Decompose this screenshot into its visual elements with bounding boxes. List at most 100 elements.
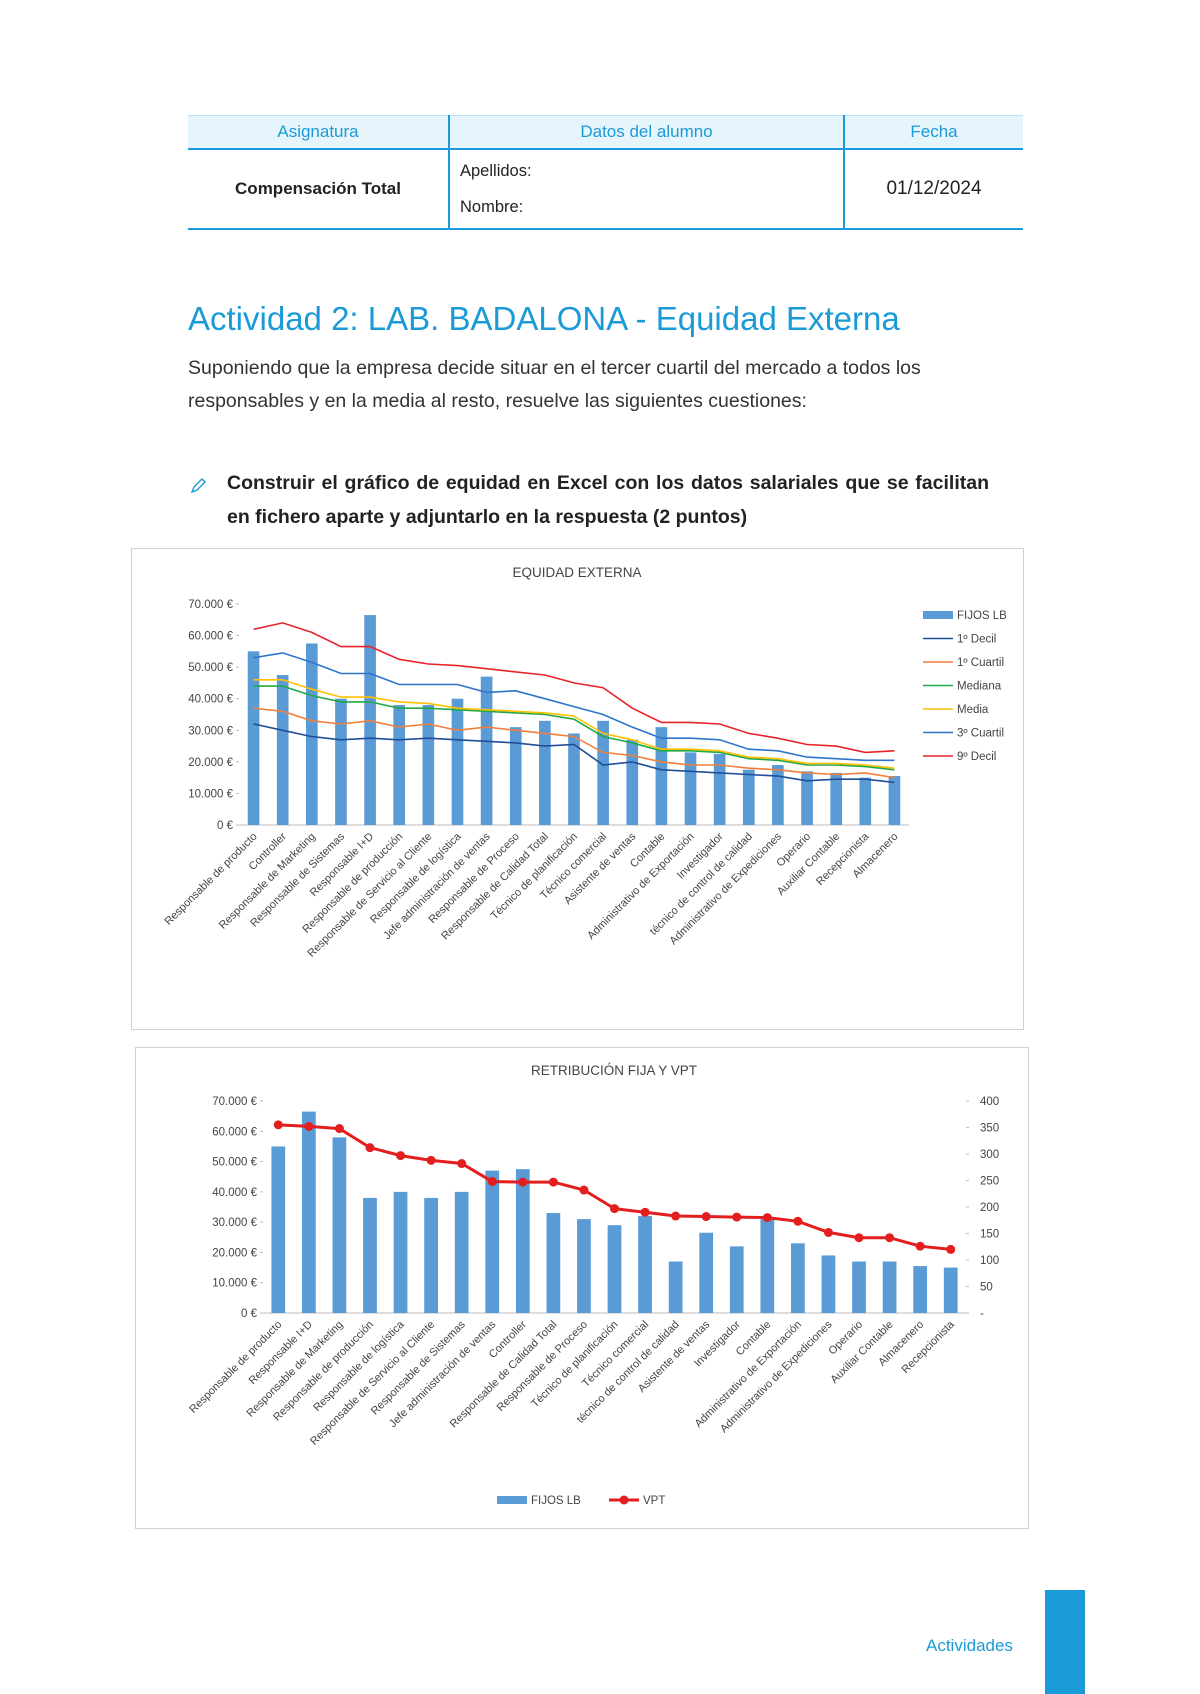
bar bbox=[830, 772, 842, 825]
x-tick-label: Responsable de producto bbox=[163, 831, 260, 928]
point bbox=[518, 1177, 528, 1187]
point bbox=[701, 1212, 711, 1222]
legend-label: FIJOS LB bbox=[531, 1495, 581, 1507]
intro-text: Suponiendo que la empresa decide situar … bbox=[188, 357, 921, 412]
line bbox=[253, 652, 895, 762]
point bbox=[915, 1241, 925, 1251]
chart-title: RETRIBUCIÓN FIJA Y VPT bbox=[531, 1063, 697, 1078]
y-tick-label: 50.000 € bbox=[188, 662, 233, 674]
bar bbox=[332, 1137, 347, 1313]
point bbox=[946, 1244, 956, 1254]
bar bbox=[913, 1266, 928, 1313]
bar bbox=[301, 1111, 316, 1313]
task-text: Construir el gráfico de equidad en Excel… bbox=[227, 472, 989, 528]
legend-label: Media bbox=[957, 704, 989, 716]
bar bbox=[480, 676, 493, 825]
legend-swatch bbox=[497, 1496, 527, 1504]
bar bbox=[485, 1170, 500, 1313]
y-tick-label: 70.000 € bbox=[188, 599, 233, 611]
y-tick-label: 0 € bbox=[217, 820, 234, 832]
bar bbox=[852, 1261, 866, 1313]
line bbox=[253, 685, 895, 771]
column-header: Datos del alumno bbox=[448, 115, 844, 150]
point bbox=[334, 1124, 344, 1134]
bar bbox=[801, 771, 813, 825]
chart-title: EQUIDAD EXTERNA bbox=[512, 565, 641, 580]
y-tick-label: 60.000 € bbox=[188, 631, 233, 643]
point bbox=[671, 1211, 681, 1221]
x-tick-label: Responsable de Calidad Total bbox=[439, 831, 551, 943]
legend-swatch bbox=[619, 1495, 629, 1505]
bar bbox=[791, 1243, 805, 1313]
bar bbox=[859, 777, 872, 825]
subject: Compensación Total bbox=[188, 149, 449, 230]
y-tick-label: 70.000 € bbox=[212, 1096, 257, 1108]
bar bbox=[943, 1267, 958, 1313]
student-field: Apellidos: bbox=[460, 162, 532, 180]
bar bbox=[713, 753, 726, 825]
bar bbox=[607, 1225, 622, 1313]
bar bbox=[515, 1169, 530, 1313]
bar bbox=[597, 720, 609, 825]
bar bbox=[760, 1219, 775, 1313]
point bbox=[793, 1216, 803, 1226]
bar bbox=[276, 675, 289, 825]
column-header: Asignatura bbox=[188, 115, 449, 150]
bar bbox=[454, 1191, 469, 1313]
bar bbox=[539, 720, 551, 825]
bar bbox=[655, 727, 668, 825]
point bbox=[762, 1213, 772, 1223]
y-tick-label: 30.000 € bbox=[188, 725, 233, 737]
y-tick-label: 40.000 € bbox=[188, 694, 233, 706]
y-tick-label: 0 € bbox=[241, 1308, 258, 1320]
point bbox=[854, 1233, 864, 1243]
bar bbox=[546, 1213, 561, 1313]
point bbox=[640, 1207, 650, 1217]
legend-label: 9º Decil bbox=[957, 751, 996, 763]
activity-title: Actividad 2: LAB. BADALONA - Equidad Ext… bbox=[188, 300, 900, 337]
line bbox=[253, 723, 895, 784]
y-tick-label: 10.000 € bbox=[212, 1278, 257, 1290]
bar bbox=[699, 1232, 714, 1313]
point bbox=[732, 1212, 742, 1222]
bar bbox=[393, 1191, 408, 1313]
y-tick-label: 10.000 € bbox=[188, 788, 233, 800]
bar bbox=[247, 651, 260, 825]
bar bbox=[888, 776, 901, 825]
bar bbox=[668, 1261, 683, 1313]
point bbox=[548, 1177, 558, 1187]
legend-label: 1º Decil bbox=[957, 634, 996, 646]
y2-tick-label: 200 bbox=[980, 1202, 999, 1214]
y-tick-label: 30.000 € bbox=[212, 1217, 257, 1229]
bar bbox=[422, 705, 435, 825]
bar bbox=[363, 1197, 377, 1313]
column-header: Fecha bbox=[843, 115, 1023, 150]
bar bbox=[742, 769, 755, 825]
bar bbox=[451, 698, 464, 825]
point bbox=[304, 1121, 314, 1131]
bar bbox=[772, 765, 784, 825]
legend-label: 1º Cuartil bbox=[957, 657, 1004, 669]
bar bbox=[626, 739, 639, 825]
y2-tick-label: 400 bbox=[980, 1096, 999, 1108]
line bbox=[253, 707, 895, 779]
point bbox=[579, 1185, 589, 1195]
point bbox=[885, 1233, 895, 1243]
student-field: Nombre: bbox=[460, 198, 524, 216]
legend-label: Mediana bbox=[957, 681, 1002, 693]
y2-tick-label: 350 bbox=[980, 1123, 999, 1135]
header-table: Asignatura Datos del alumno Fecha Compen… bbox=[188, 115, 1023, 230]
point bbox=[365, 1143, 375, 1153]
legend-swatch bbox=[923, 611, 953, 619]
x-tick-label: Administrativo de Expediciones bbox=[718, 1318, 835, 1435]
bar bbox=[638, 1216, 652, 1313]
point bbox=[273, 1120, 283, 1130]
y2-tick-label: 150 bbox=[980, 1229, 999, 1241]
y-tick-label: 20.000 € bbox=[212, 1247, 257, 1259]
point bbox=[610, 1204, 619, 1214]
y2-tick-label: 100 bbox=[980, 1255, 999, 1267]
point bbox=[823, 1227, 833, 1237]
legend-label: 3º Cuartil bbox=[957, 728, 1004, 740]
y-tick-label: 60.000 € bbox=[212, 1126, 257, 1138]
